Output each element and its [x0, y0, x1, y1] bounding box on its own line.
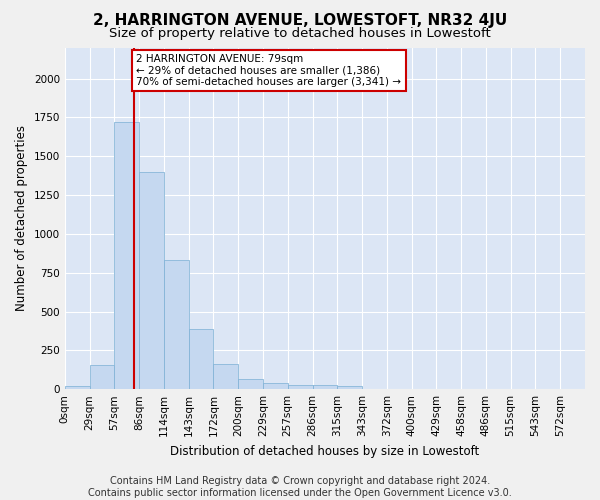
Bar — [288, 385, 313, 389]
Bar — [263, 384, 288, 389]
Text: Contains HM Land Registry data © Crown copyright and database right 2024.
Contai: Contains HM Land Registry data © Crown c… — [88, 476, 512, 498]
Text: 2, HARRINGTON AVENUE, LOWESTOFT, NR32 4JU: 2, HARRINGTON AVENUE, LOWESTOFT, NR32 4J… — [93, 12, 507, 28]
Bar — [238, 379, 263, 389]
Y-axis label: Number of detached properties: Number of detached properties — [15, 126, 28, 312]
Bar — [65, 386, 89, 389]
Bar — [214, 364, 238, 389]
Text: 2 HARRINGTON AVENUE: 79sqm
← 29% of detached houses are smaller (1,386)
70% of s: 2 HARRINGTON AVENUE: 79sqm ← 29% of deta… — [136, 54, 401, 87]
Bar — [164, 260, 188, 389]
Bar — [337, 386, 362, 389]
Bar — [188, 330, 214, 389]
Bar — [115, 122, 139, 389]
Bar — [139, 172, 164, 389]
X-axis label: Distribution of detached houses by size in Lowestoft: Distribution of detached houses by size … — [170, 444, 479, 458]
Text: Size of property relative to detached houses in Lowestoft: Size of property relative to detached ho… — [109, 28, 491, 40]
Bar — [313, 385, 337, 389]
Bar — [89, 365, 115, 389]
